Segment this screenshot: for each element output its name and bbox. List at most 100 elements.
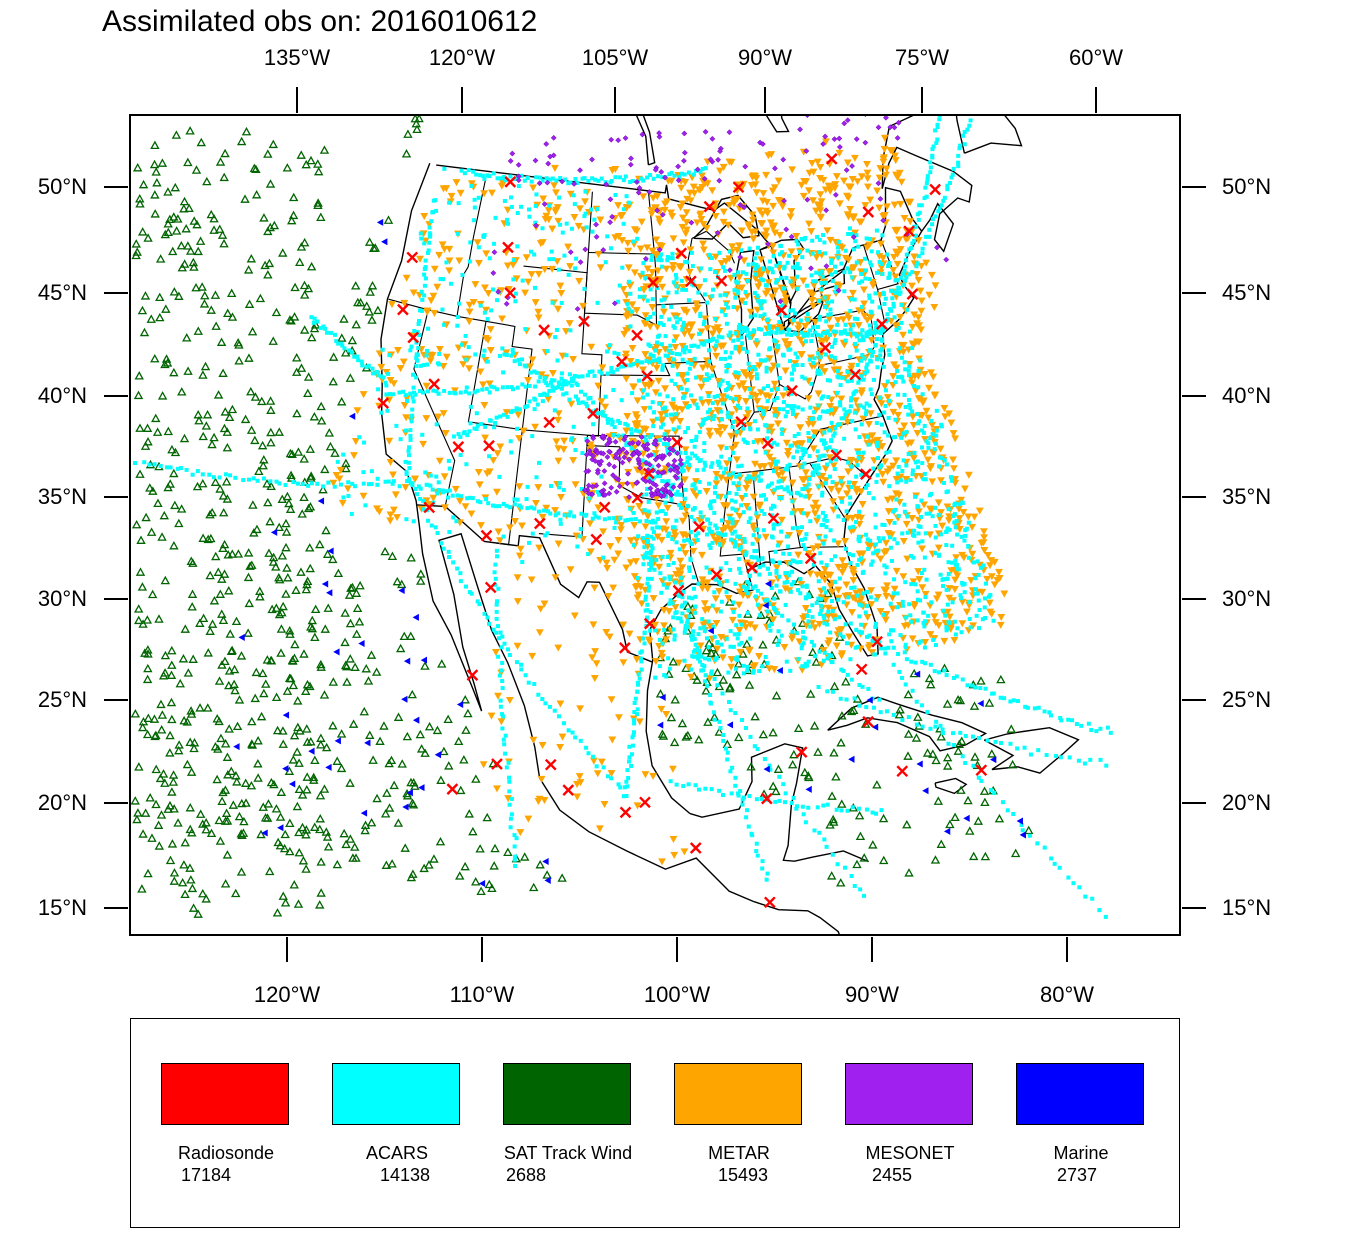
satwind-marker [320,464,330,474]
metar-marker [608,167,617,175]
satwind-marker [166,697,177,707]
acars-marker [889,639,894,644]
metar-marker [908,379,916,387]
acars-marker [777,798,782,803]
satwind-marker [384,803,395,812]
acars-marker [697,331,702,336]
satwind-marker [336,729,347,738]
satwind-marker [503,847,513,857]
metar-marker [662,518,671,526]
acars-marker [823,534,828,539]
metar-marker [865,421,873,429]
satwind-marker [295,257,305,266]
acars-marker [790,629,795,634]
metar-marker [928,478,937,486]
metar-marker [800,476,808,484]
satwind-marker [657,729,668,738]
acars-marker [713,316,718,321]
acars-marker [947,180,952,185]
acars-marker [523,673,528,678]
acars-marker [533,397,538,402]
acars-marker [662,432,667,437]
acars-marker [924,577,929,582]
acars-marker [550,176,555,181]
metar-marker [675,659,683,667]
acars-marker [720,378,725,383]
acars-marker [404,470,409,475]
satwind-marker [266,437,276,447]
acars-marker [929,600,934,605]
acars-marker [658,474,663,479]
metar-marker [781,367,790,375]
satwind-marker [243,548,254,557]
acars-marker [736,290,741,295]
metar-marker [649,595,658,603]
acars-marker [383,479,388,484]
acars-marker [650,400,655,405]
metar-marker [755,503,764,511]
acars-marker [592,373,597,378]
acars-marker [1083,894,1088,899]
satwind-marker [287,215,297,225]
acars-marker [514,836,519,841]
metar-marker [534,314,543,322]
acars-marker [849,297,854,302]
metar-marker [770,666,779,674]
satwind-marker [250,392,261,401]
metar-marker [752,341,761,349]
metar-marker [552,189,560,197]
acars-marker [423,258,428,263]
satwind-marker [302,679,313,689]
acars-marker [525,506,530,511]
acars-marker [529,505,534,510]
acars-marker [566,728,571,733]
metar-marker [879,478,888,486]
satwind-marker [271,603,282,612]
satwind-marker [180,889,190,899]
acars-marker [567,397,572,402]
acars-marker [933,214,938,219]
acars-marker [846,595,851,600]
acars-marker [751,476,756,481]
acars-marker [761,563,766,568]
acars-marker [711,624,716,629]
satwind-marker [316,416,327,425]
metar-marker [558,733,567,741]
satwind-marker [803,771,813,780]
metar-marker [515,435,524,443]
acars-marker [406,453,411,458]
metar-marker [760,463,769,471]
acars-marker [930,222,935,227]
acars-marker [512,359,517,364]
acars-marker [900,603,905,608]
metar-marker [633,397,642,405]
metar-marker [795,530,804,538]
acars-marker [228,473,233,478]
metar-marker [735,626,744,635]
acars-marker [736,337,741,342]
metar-marker [890,253,898,261]
acars-marker [548,511,553,516]
acars-marker [503,178,508,183]
acars-marker [545,392,550,397]
acars-marker [429,219,434,224]
satwind-marker [283,573,293,582]
metar-marker [595,825,604,833]
acars-marker [803,546,808,551]
satwind-marker [149,714,160,723]
acars-marker [661,582,666,587]
acars-marker [952,743,957,748]
satwind-marker [215,157,226,166]
satwind-marker [169,868,180,877]
acars-marker [877,697,882,702]
metar-marker [511,518,519,526]
acars-marker [901,431,906,436]
satwind-marker [159,510,169,520]
acars-marker [852,696,857,701]
metar-marker [596,264,605,272]
acars-marker [381,375,386,380]
acars-marker [873,624,878,629]
satwind-marker [813,747,823,756]
metar-marker [883,203,891,211]
acars-marker [431,388,436,393]
